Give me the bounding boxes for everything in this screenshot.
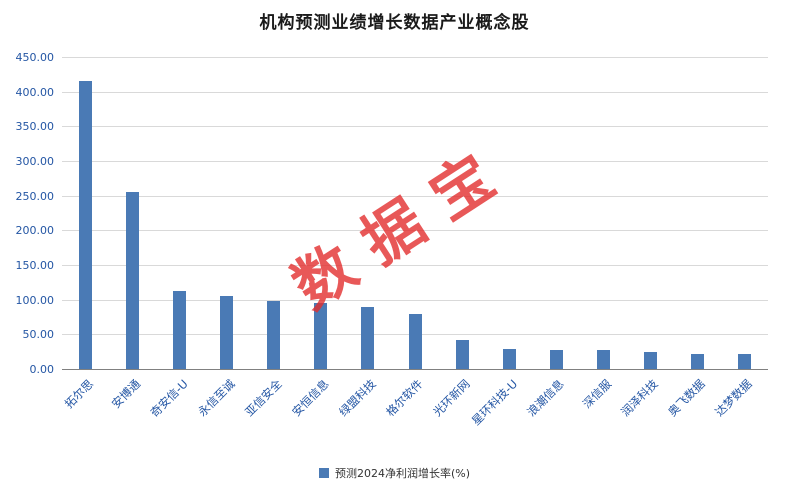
gridline: [62, 161, 768, 162]
plot-area: [62, 57, 768, 370]
bar-奥飞数据: [690, 353, 704, 369]
bar-格尔软件: [408, 314, 422, 369]
gridline: [62, 195, 768, 197]
x-tick-label: 星环科技-U: [468, 376, 520, 429]
gridline: [62, 299, 768, 301]
y-tick-label: 50.00: [22, 328, 55, 342]
x-tick-label: 达梦数据: [712, 376, 756, 420]
y-tick-label: 350.00: [15, 120, 55, 134]
chart-title: 机构预测业绩增长数据产业概念股: [259, 13, 530, 33]
x-tick-label: 格尔软件: [383, 376, 426, 420]
y-tick-label: 0.00: [29, 363, 55, 376]
x-tick-label: 奇安信-U: [147, 376, 191, 420]
y-tick-label: 300.00: [15, 155, 55, 168]
x-tick-label: 拓尔思: [61, 376, 97, 412]
gridline: [62, 265, 768, 266]
x-tick-label: 润泽科技: [618, 376, 661, 420]
y-tick-label: 100.00: [15, 293, 55, 307]
bar-绿盟科技: [361, 306, 375, 369]
x-tick-label: 永信至诚: [194, 376, 238, 420]
x-tick-label: 奥飞数据: [665, 376, 709, 420]
legend-label: 预测2024净利润增长率(%): [334, 467, 471, 480]
y-tick-label: 150.00: [15, 259, 55, 272]
x-tick-label: 安恒信息: [289, 376, 332, 420]
bar-拓尔思: [79, 81, 93, 369]
x-tick-label: 深信服: [579, 376, 614, 412]
bar-安博通: [126, 192, 140, 369]
x-tick-label: 安博通: [108, 376, 144, 412]
x-tick-label: 亚信安全: [241, 376, 285, 420]
bar-永信至诚: [220, 296, 234, 369]
x-tick-label: 浪潮信息: [524, 376, 567, 420]
gridline: [62, 126, 768, 128]
bar-深信服: [596, 350, 610, 369]
bar-光环新网: [455, 339, 469, 369]
legend: 预测2024净利润增长率(%): [0, 465, 789, 481]
legend-swatch: [318, 468, 329, 478]
x-axis-line: [62, 369, 768, 370]
y-tick-label: 450.00: [15, 51, 55, 64]
y-axis-labels: 0.00 50.00 100.00 150.00 200.00 250.00 300.00 3…: [0, 51, 55, 376]
bar-亚信安全: [267, 301, 281, 369]
bar-润泽科技: [643, 351, 657, 369]
x-axis-labels: 拓尔思 安博通 奇安信-U 永信至诚 亚信安全 安恒信息 绿盟科技 格尔软件 光环新网 星环科技-…: [62, 372, 768, 457]
bar-奇安信-U: [173, 290, 187, 369]
y-tick-label: 250.00: [15, 189, 55, 203]
bar-安恒信息: [314, 303, 328, 369]
gridline: [62, 230, 768, 232]
bar-浪潮信息: [549, 349, 563, 369]
x-tick-label: 光环新网: [430, 376, 473, 420]
x-tick-label: 绿盟科技: [336, 376, 379, 420]
y-tick-label: 400.00: [15, 85, 55, 99]
y-tick-label: 200.00: [15, 224, 55, 238]
bar-达梦数据: [737, 354, 751, 369]
gridline: [62, 57, 768, 58]
gridline: [62, 91, 768, 93]
bar-星环科技-U: [502, 348, 516, 369]
